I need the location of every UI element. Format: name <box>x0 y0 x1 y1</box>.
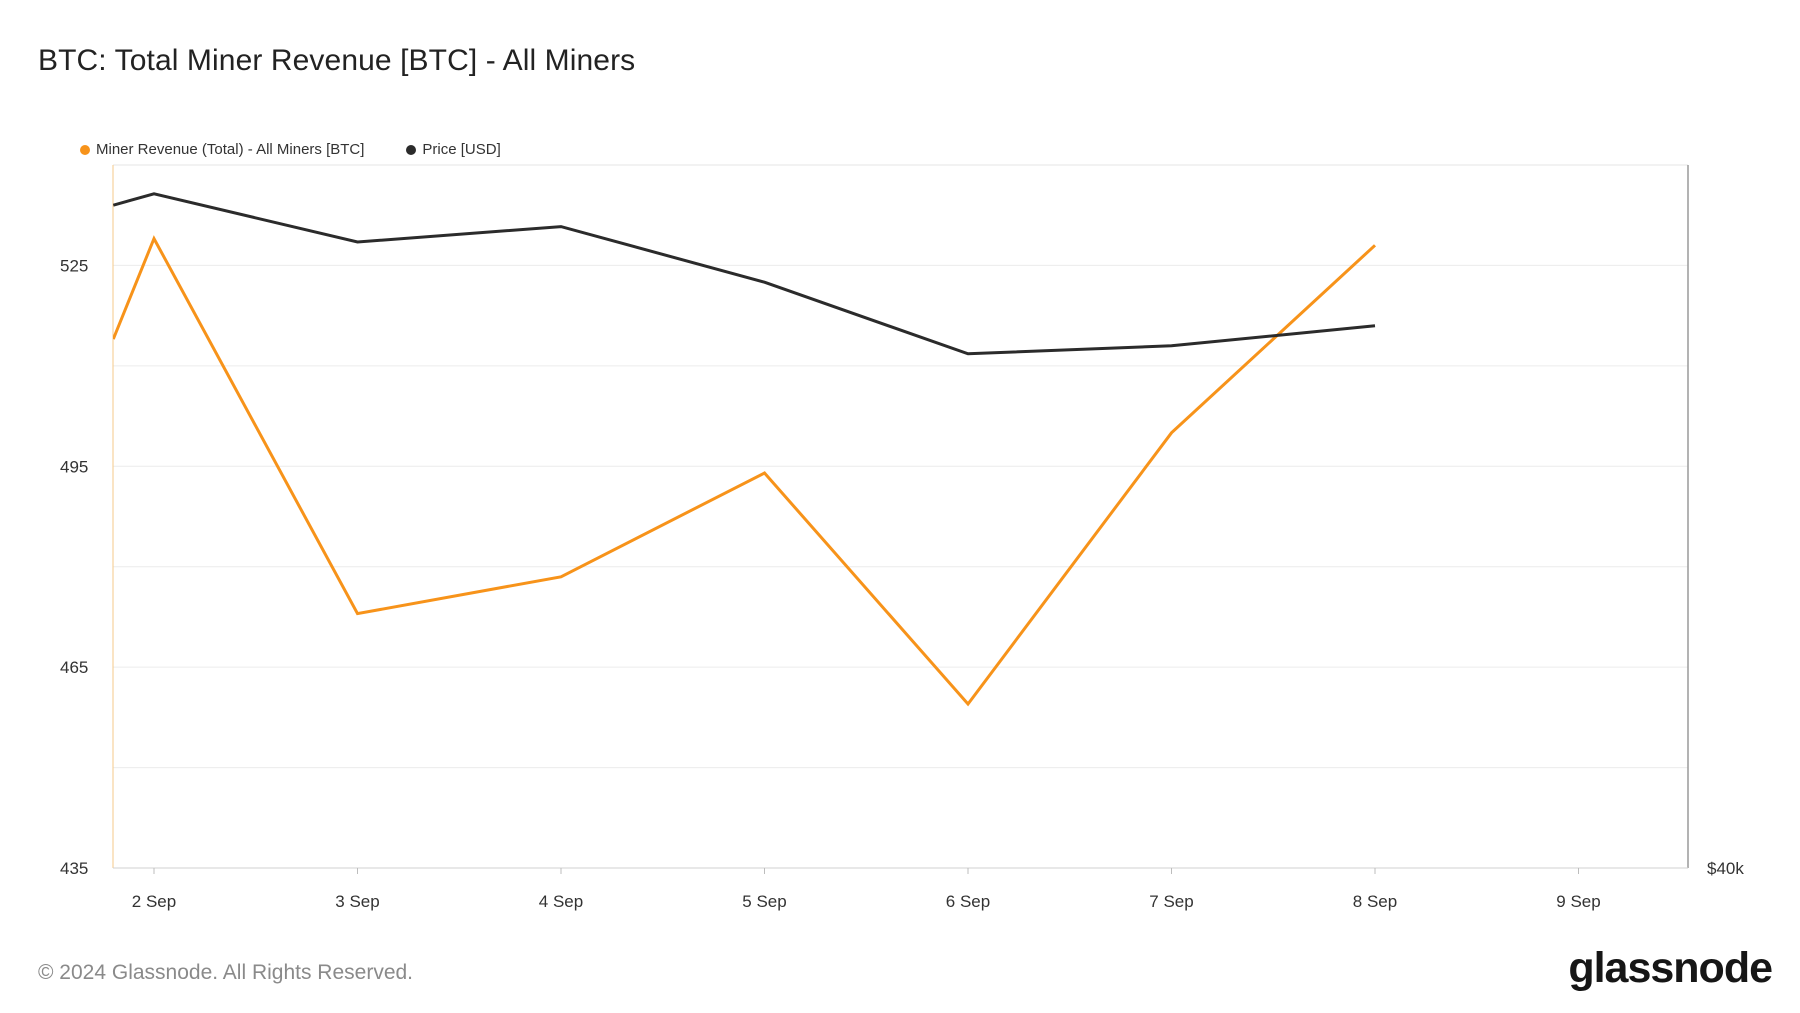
chart-title: BTC: Total Miner Revenue [BTC] - All Min… <box>38 44 636 77</box>
legend-dot-miner-revenue <box>80 144 90 155</box>
x-tick-label: 3 Sep <box>335 892 379 911</box>
series-line-price <box>113 192 1376 356</box>
legend-dot-price <box>406 144 417 155</box>
x-tick-label: 8 Sep <box>1353 892 1397 911</box>
x-tick-label: 9 Sep <box>1556 892 1600 911</box>
legend-item-miner-revenue[interactable]: Miner Revenue (Total) - All Miners [BTC] <box>80 141 364 158</box>
legend: Miner Revenue (Total) - All Miners [BTC]… <box>80 141 543 158</box>
x-tick-label: 7 Sep <box>1149 892 1193 911</box>
x-tick-label: 2 Sep <box>132 892 176 911</box>
legend-label-miner-revenue: Miner Revenue (Total) - All Miners [BTC] <box>96 141 365 158</box>
x-tick-label: 5 Sep <box>742 892 786 911</box>
y-tick-label: 465 <box>60 658 88 677</box>
y-tick-label: 435 <box>60 859 88 878</box>
y-right-tick-label: $40k <box>1707 859 1744 878</box>
legend-item-price[interactable]: Price [USD] <box>406 141 501 158</box>
copyright-footer: © 2024 Glassnode. All Rights Reserved. <box>38 961 414 984</box>
legend-label-price: Price [USD] <box>422 141 501 158</box>
x-tick-label: 6 Sep <box>946 892 990 911</box>
series-line-miner-revenue <box>113 235 1377 707</box>
y-tick-label: 525 <box>60 256 88 275</box>
x-tick-label: 4 Sep <box>539 892 583 911</box>
glassnode-logo: glassnode <box>1568 944 1773 992</box>
y-tick-label: 495 <box>60 457 88 476</box>
